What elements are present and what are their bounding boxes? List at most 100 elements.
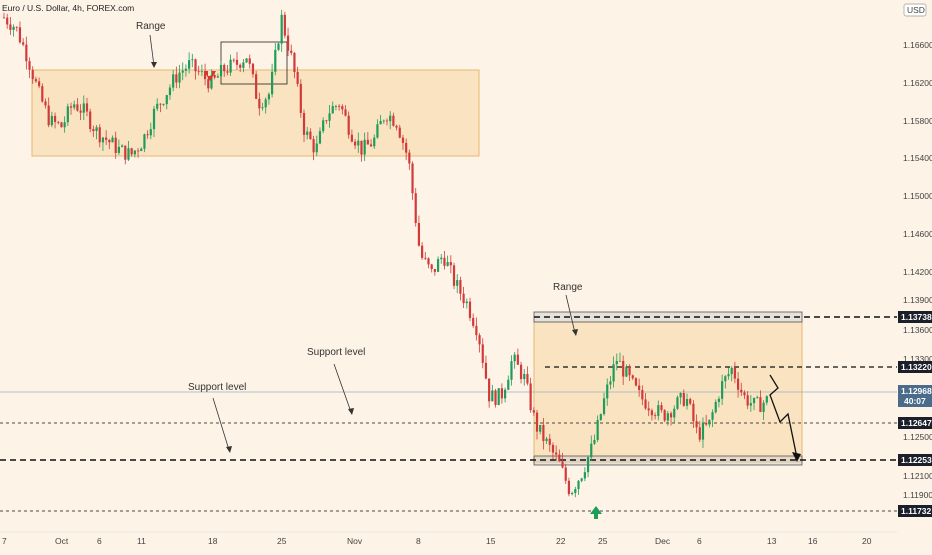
candle-body [452,265,456,286]
candle-body [12,26,15,30]
candle-body [494,390,497,405]
candle-body [424,257,427,259]
candle-body [290,50,293,53]
candle-body [322,120,325,132]
candle-body [711,412,714,420]
y-tick-label: 1.12500 [903,432,932,442]
support-arrow-1 [333,363,352,413]
candle-body [606,384,609,399]
candle-body [235,59,239,65]
candle-body [92,129,95,132]
candle-body [315,143,318,153]
candle-body [491,390,494,402]
y-tick-label: 1.13600 [903,325,932,335]
candle-body [462,293,465,304]
candle-body [296,72,299,84]
candle-body [708,419,711,425]
candle-body [130,148,133,155]
x-tick-label: Oct [55,536,69,546]
candle-body [165,95,168,105]
candle-body [392,115,395,126]
candle-body [577,480,580,490]
candle-body [360,140,363,155]
candle-body [210,75,213,89]
candle-body [369,144,373,147]
candle-body [258,98,261,109]
candle-body [248,58,251,64]
y-tick-label: 1.15800 [903,116,932,126]
candle-body [743,392,746,396]
support-arrow-2 [212,397,230,451]
candle-body [705,422,708,425]
currency-badge[interactable] [903,3,927,17]
candle-body [446,262,449,266]
x-tick-group: 7 Oct 6 11 18 25 Nov 8 15 22 25 Dec 6 13 16 20 [2,536,872,546]
price-badge-1 [898,311,932,323]
candle-body [136,150,140,152]
candle-body [203,71,207,80]
candle-body [69,106,73,108]
candle-body [596,419,599,440]
candle-body [408,152,411,164]
candle-body [239,64,242,68]
candle-body [669,413,673,418]
y-tick-group: 1.16600 1.16200 1.15800 1.15400 1.15000 1.146… [903,40,932,500]
candle-body [309,131,312,140]
candle-body [625,366,628,377]
candle-body [765,396,768,403]
candle-body [414,193,417,223]
candle-body [685,399,689,406]
candle-body [382,120,385,122]
candle-body [111,137,114,143]
candle-body [264,99,267,108]
candle-body [701,422,705,440]
candle-body [682,393,685,406]
price-badge-6 [898,505,932,517]
candle-body [714,401,717,413]
projection-arrowhead [792,452,801,462]
candle-body [730,367,733,375]
current-price-text: 1.12968 [901,386,932,396]
candle-body [267,94,271,100]
candle-body [318,131,322,144]
candle-body [484,362,488,379]
candle-body [184,68,188,71]
candle-body [542,424,545,442]
candle-body [497,388,500,405]
candle-body [277,43,280,50]
candle-body [513,354,516,362]
candle-body [200,71,203,73]
candle-body [580,478,583,481]
candle-body [79,110,82,113]
x-tick-label: Nov [347,536,363,546]
candle-body [168,87,172,96]
candle-body [366,139,369,145]
candle-body [503,389,507,399]
candle-body [341,106,344,110]
candle-body [746,395,749,406]
candle-body [488,378,491,402]
y-tick-label: 1.13300 [903,354,932,364]
candle-body [727,374,730,377]
candle-body [283,14,286,36]
candle-body [188,60,191,69]
candle-body [53,115,57,123]
candle-body [564,467,567,481]
candle-body [618,360,622,362]
candle-body [436,259,440,272]
candle-body [117,146,120,153]
candle-body [379,120,382,125]
price-badge-2-text: 1.13220 [901,362,932,372]
candle-body [60,122,63,128]
x-tick-label: 6 [97,536,102,546]
candle-body [143,134,146,149]
candle-body [654,415,657,417]
candle-body [612,364,615,382]
price-badge-5-text: 1.12253 [901,455,932,465]
candle-body [583,472,586,479]
candle-body [558,454,561,462]
candle-body [762,402,765,412]
candle-body [666,413,669,421]
